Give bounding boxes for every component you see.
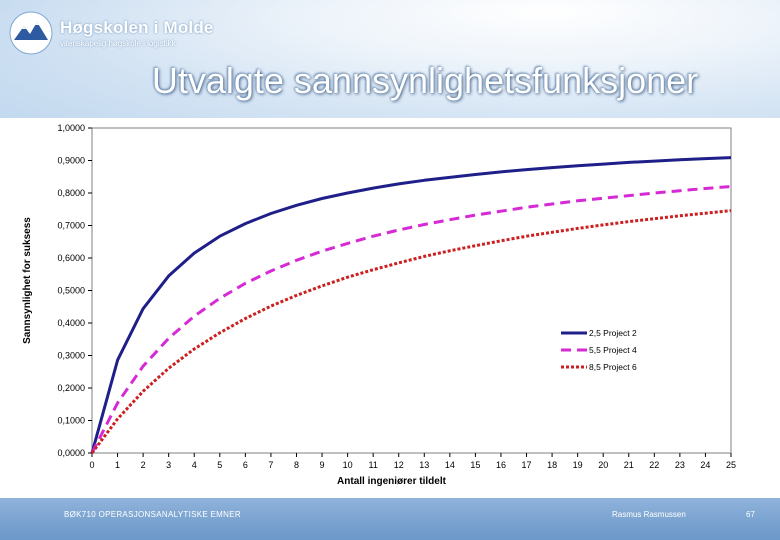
x-tick-label: 13 bbox=[419, 460, 429, 470]
x-tick-label: 23 bbox=[675, 460, 685, 470]
x-tick-label: 25 bbox=[726, 460, 736, 470]
footer-band bbox=[0, 498, 780, 540]
x-tick-label: 12 bbox=[394, 460, 404, 470]
page-title: Utvalgte sannsynlighetsfunksjoner bbox=[151, 60, 699, 101]
y-tick-label: 0,5000 bbox=[57, 286, 85, 296]
y-tick-label: 0,2000 bbox=[57, 383, 85, 393]
series-line-project-2 bbox=[90, 156, 732, 454]
y-tick-label: 0,4000 bbox=[57, 318, 85, 328]
x-tick-label: 17 bbox=[522, 460, 532, 470]
x-axis-title: Antall ingeniører tildelt bbox=[337, 476, 447, 487]
y-tick-label: 0,7000 bbox=[57, 221, 85, 231]
x-tick-label: 6 bbox=[243, 460, 248, 470]
x-tick-label: 18 bbox=[547, 460, 557, 470]
x-tick-label: 19 bbox=[573, 460, 583, 470]
y-tick-label: 0,6000 bbox=[57, 253, 85, 263]
header-band bbox=[0, 0, 780, 120]
x-tick-label: 8 bbox=[294, 460, 299, 470]
logo-mark-icon bbox=[9, 11, 53, 55]
y-tick-label: 0,3000 bbox=[57, 351, 85, 361]
legend-label: 5,5 Project 4 bbox=[589, 345, 637, 355]
x-tick-label: 3 bbox=[166, 460, 171, 470]
y-tick-label: 0,9000 bbox=[57, 156, 85, 166]
x-tick-label: 4 bbox=[192, 460, 197, 470]
footer-author: Rasmus Rasmussen bbox=[612, 510, 686, 519]
x-tick-label: 2 bbox=[141, 460, 146, 470]
logo-name: Høgskolen i Molde bbox=[60, 18, 214, 37]
line-chart: 0,0000 0,1000 0,2000 0,3000 0,4000 0,5000 0,60… bbox=[22, 123, 736, 487]
x-tick-label: 9 bbox=[320, 460, 325, 470]
x-tick-label: 20 bbox=[598, 460, 608, 470]
x-tick-label: 7 bbox=[268, 460, 273, 470]
x-tick-label: 10 bbox=[343, 460, 353, 470]
series-line-project-4 bbox=[90, 185, 732, 454]
y-tick-label: 0,0000 bbox=[57, 448, 85, 458]
x-tick-label: 0 bbox=[89, 460, 94, 470]
footer-course: BØK710 OPERASJONSANALYTISKE EMNER bbox=[64, 510, 241, 519]
x-tick-label: 15 bbox=[470, 460, 480, 470]
legend-label: 8,5 Project 6 bbox=[589, 362, 637, 372]
logo: Høgskolen i Molde vitenskapelig høgskole… bbox=[8, 10, 214, 56]
legend-label: 2,5 Project 2 bbox=[589, 328, 637, 338]
y-axis-title: Sannsynlighet for suksess bbox=[22, 217, 33, 344]
plot-area bbox=[91, 127, 732, 454]
x-tick-label: 22 bbox=[649, 460, 659, 470]
x-tick-label: 14 bbox=[445, 460, 455, 470]
y-tick-label: 1,0000 bbox=[57, 123, 85, 133]
chart-area: 0,0000 0,1000 0,2000 0,3000 0,4000 0,5000 0,60… bbox=[0, 118, 780, 498]
x-tick-label: 16 bbox=[496, 460, 506, 470]
x-tick-label: 5 bbox=[217, 460, 222, 470]
logo-subtitle: vitenskapelig høgskole i logistikk bbox=[60, 39, 176, 48]
footer-page-number: 67 bbox=[746, 510, 755, 519]
y-tick-label: 0,1000 bbox=[57, 416, 85, 426]
x-tick-label: 1 bbox=[115, 460, 120, 470]
series-line-project-6 bbox=[90, 209, 732, 454]
x-tick-label: 24 bbox=[700, 460, 710, 470]
x-tick-label: 21 bbox=[624, 460, 634, 470]
x-tick-label: 11 bbox=[368, 460, 377, 470]
y-tick-label: 0,8000 bbox=[57, 188, 85, 198]
